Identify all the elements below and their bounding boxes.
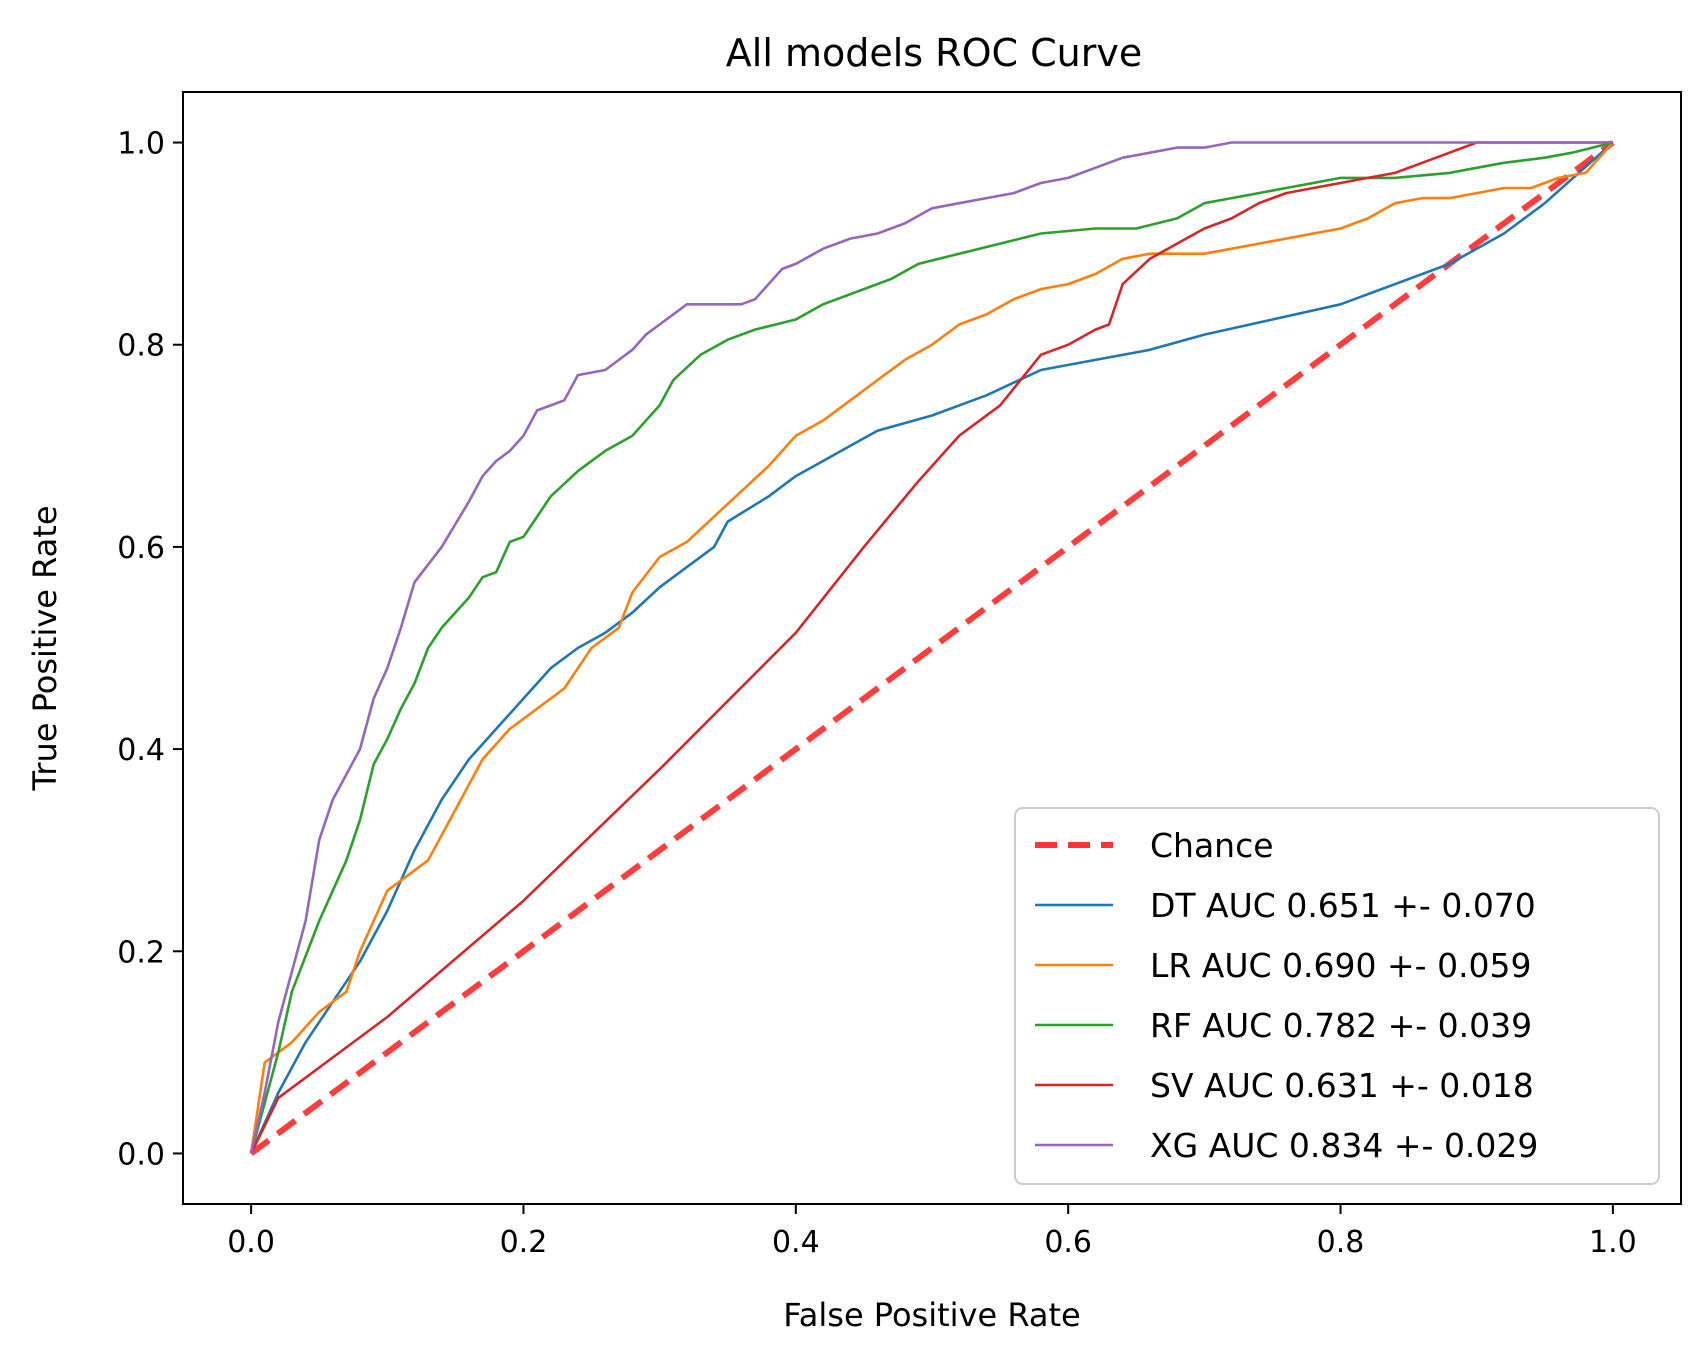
x-tick-label: 0.4 [772, 1225, 820, 1260]
series-line-1 [249, 141, 1614, 1155]
series-line-0 [249, 140, 1615, 1156]
series-line-3 [249, 141, 1614, 1154]
legend-label-2: LR AUC 0.690 +- 0.059 [1150, 946, 1532, 985]
legend-items: Chance DT AUC 0.651 +- 0.070 LR AUC 0.690 … [1035, 826, 1538, 1165]
x-tick-label: 0.8 [1317, 1225, 1365, 1260]
plot-lines [249, 140, 1615, 1156]
x-tick-label: 0.2 [500, 1225, 548, 1260]
x-tick-label: 0.6 [1044, 1225, 1092, 1260]
legend-label-1: DT AUC 0.651 +- 0.070 [1150, 886, 1536, 925]
chart-title: All models ROC Curve [726, 31, 1142, 75]
x-tick-label: 1.0 [1589, 1225, 1637, 1260]
legend-label-0: Chance [1150, 826, 1274, 865]
y-tick-label: 1.0 [117, 127, 165, 162]
y-tick-label: 0.2 [117, 935, 165, 970]
legend-label-5: XG AUC 0.834 +- 0.029 [1150, 1126, 1538, 1165]
series-line-4 [249, 141, 1613, 1155]
y-tick-label: 0.6 [117, 531, 165, 566]
x-axis-ticks: 0.0 0.2 0.4 0.6 0.8 1.0 [227, 1204, 1637, 1260]
y-tick-label: 0.8 [117, 329, 165, 364]
y-axis-label: True Positive Rate [26, 505, 64, 791]
plot-frame [182, 91, 1682, 1205]
y-axis-ticks: 0.0 0.2 0.4 0.6 0.8 1.0 [117, 127, 183, 1172]
x-tick-label: 0.0 [227, 1225, 275, 1260]
legend-box [1014, 807, 1660, 1185]
series-line-5 [249, 141, 1613, 1154]
legend: Chance DT AUC 0.651 +- 0.070 LR AUC 0.690 … [1014, 807, 1660, 1185]
y-tick-label: 0.4 [117, 733, 165, 768]
legend-label-3: RF AUC 0.782 +- 0.039 [1150, 1006, 1532, 1045]
x-axis-label: False Positive Rate [783, 1296, 1080, 1334]
series-line-2 [249, 141, 1614, 1154]
y-tick-label: 0.0 [117, 1137, 165, 1172]
legend-label-4: SV AUC 0.631 +- 0.018 [1150, 1066, 1534, 1105]
